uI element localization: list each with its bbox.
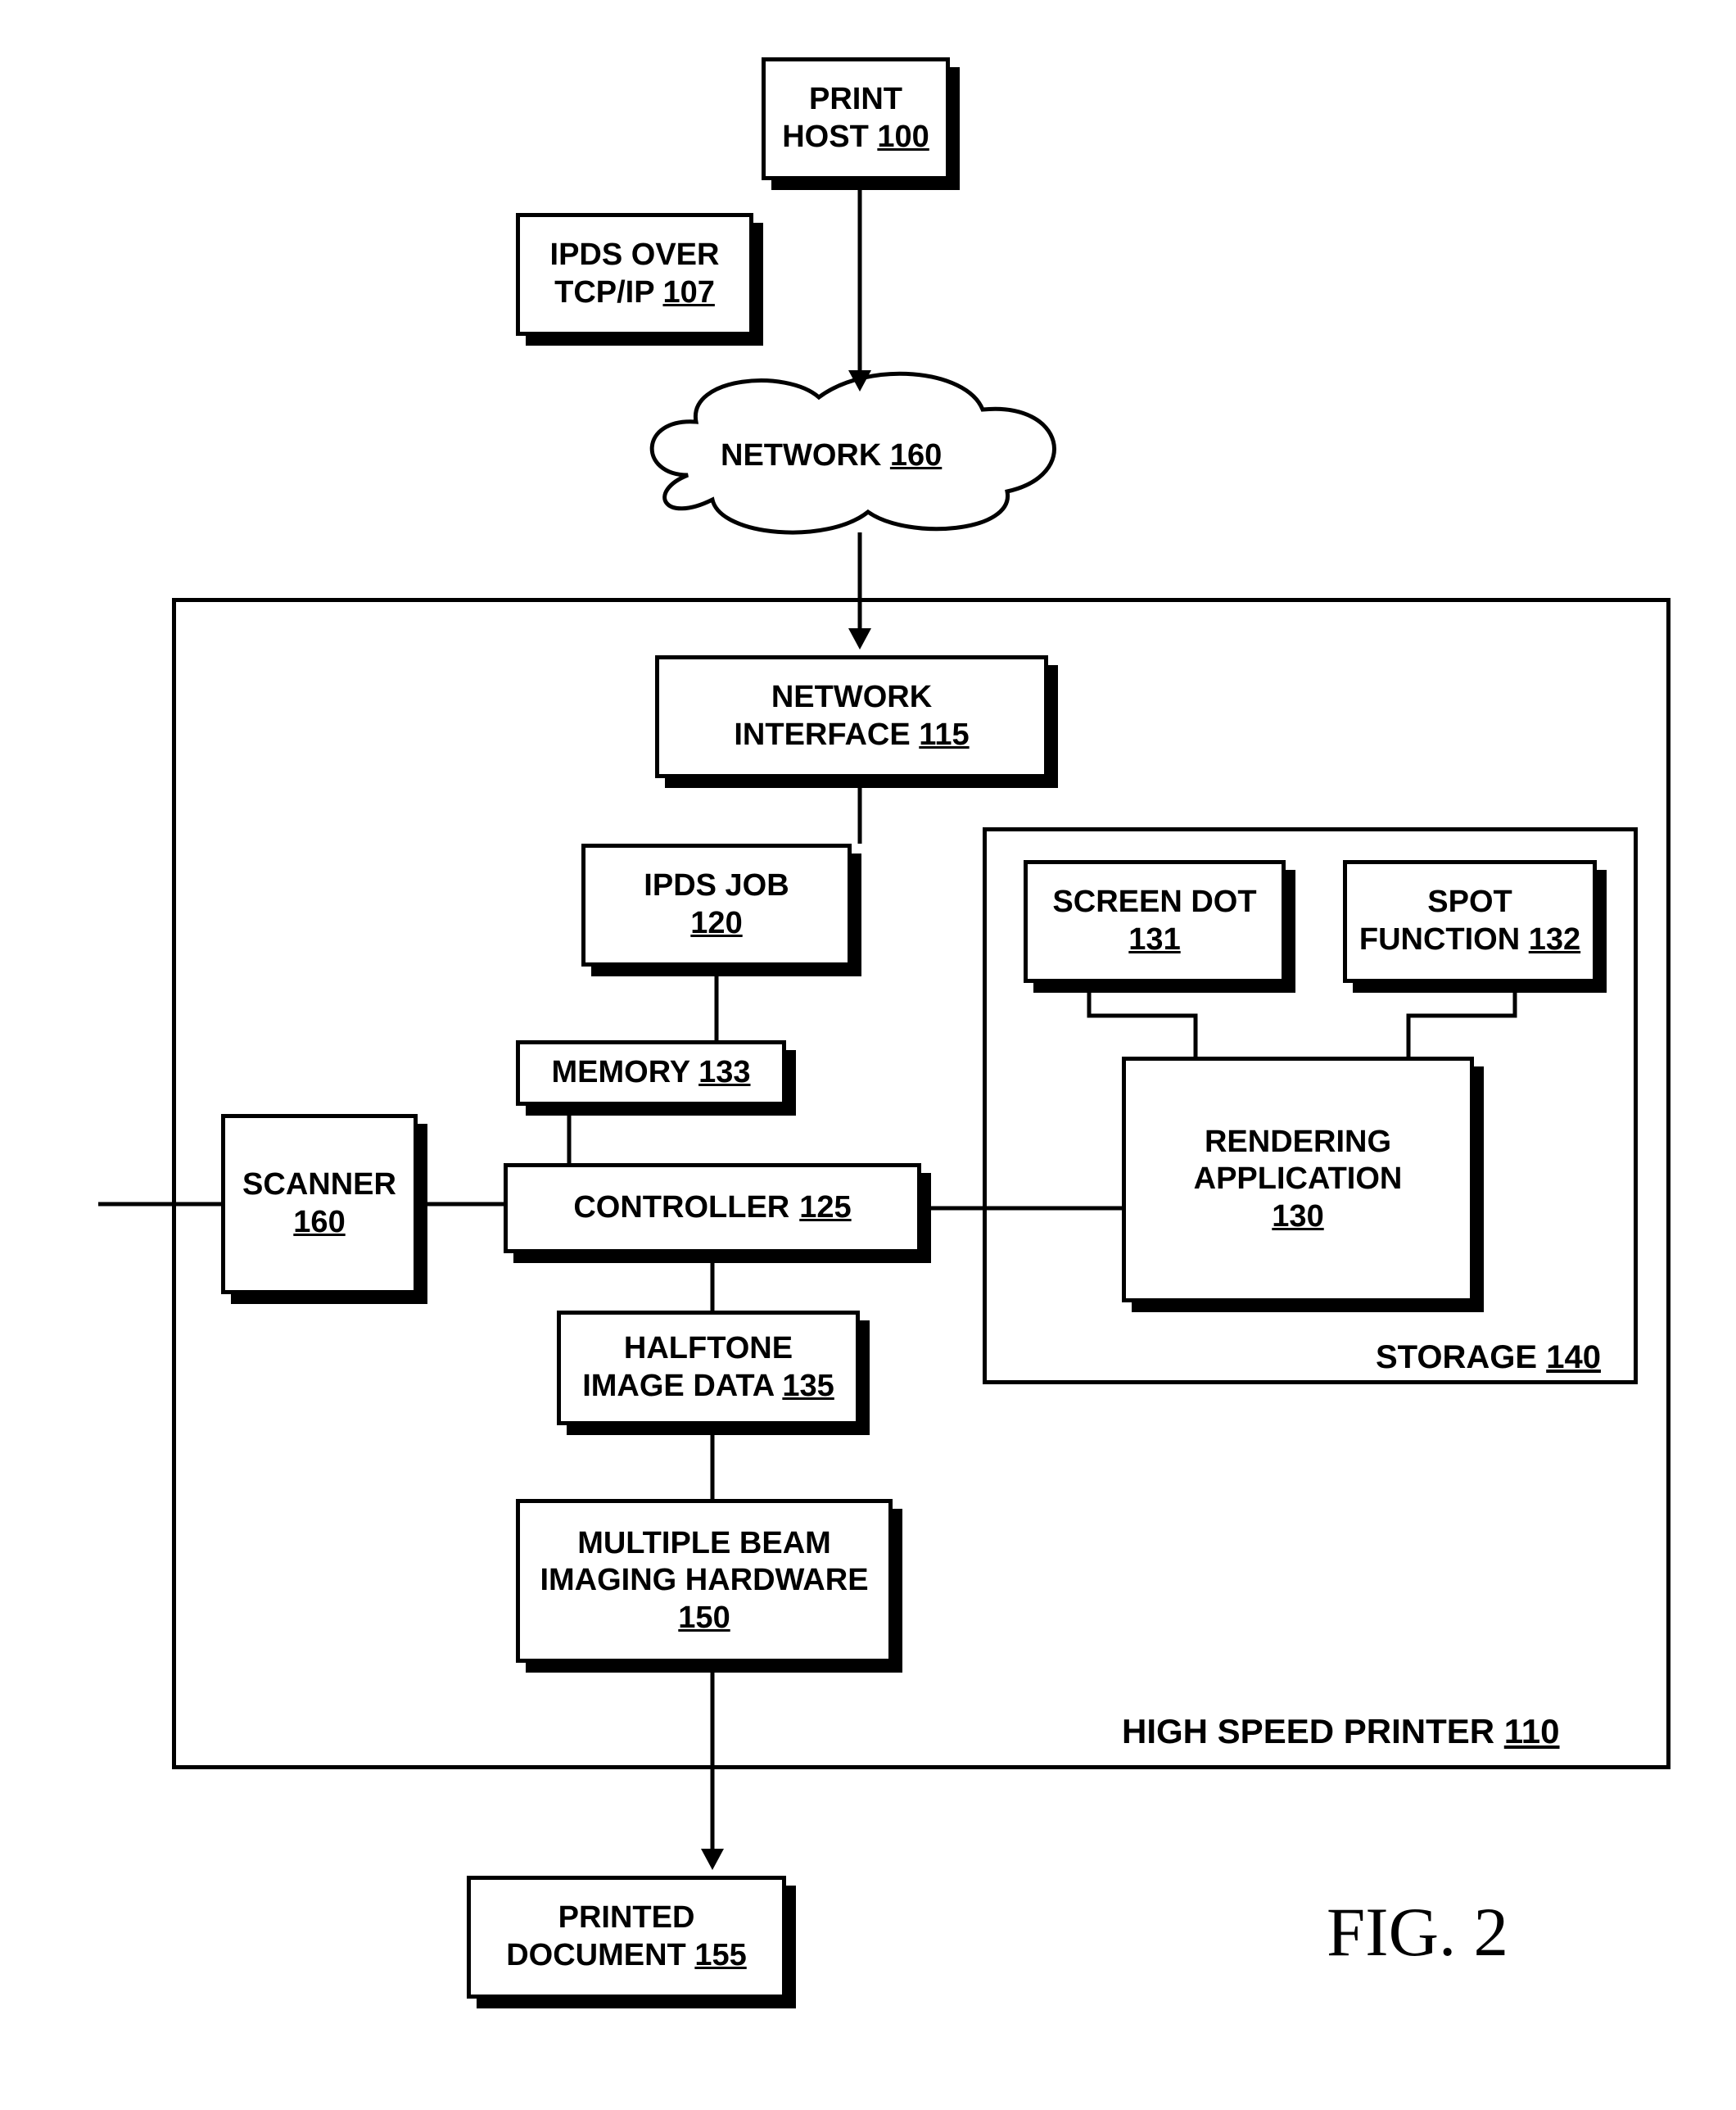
render-app-ref: 130 xyxy=(1272,1198,1323,1236)
net-if-box: NETWORK INTERFACE 115 xyxy=(655,655,1048,778)
controller-label: CONTROLLER xyxy=(573,1189,789,1227)
spot-fn-box: SPOT FUNCTION 132 xyxy=(1343,860,1597,983)
figure-label: FIG. 2 xyxy=(1327,1892,1508,1972)
print-host-label1: PRINT xyxy=(809,81,902,119)
ipds-job-box: IPDS JOB 120 xyxy=(581,844,852,967)
ipds-job-ref: 120 xyxy=(690,905,742,943)
render-app-label1: RENDERING xyxy=(1205,1124,1391,1161)
scanner-ref: 160 xyxy=(293,1204,345,1242)
mbi-label2: IMAGING HARDWARE xyxy=(540,1562,868,1600)
halftone-box: HALFTONE IMAGE DATA 135 xyxy=(557,1311,860,1425)
controller-box: CONTROLLER 125 xyxy=(504,1163,921,1253)
memory-label: MEMORY xyxy=(552,1054,691,1092)
screen-dot-ref: 131 xyxy=(1128,921,1180,959)
net-if-label1: NETWORK xyxy=(771,679,932,717)
mbi-ref: 150 xyxy=(678,1600,730,1637)
network-label: NETWORK 160 xyxy=(721,438,942,473)
halftone-label2: IMAGE DATA 135 xyxy=(582,1368,834,1406)
diagram-canvas: PRINT HOST 100 IPDS OVER TCP/IP 107 NETW… xyxy=(0,0,1736,2110)
memory-ref: 133 xyxy=(698,1054,750,1092)
ipds-tcpip-box: IPDS OVER TCP/IP 107 xyxy=(516,213,753,336)
controller-ref: 125 xyxy=(799,1189,851,1227)
scanner-box: SCANNER 160 xyxy=(221,1114,418,1294)
print-host-box: PRINT HOST 100 xyxy=(762,57,950,180)
screen-dot-label1: SCREEN DOT xyxy=(1052,884,1256,921)
printed-doc-label2: DOCUMENT 155 xyxy=(506,1937,747,1975)
ipds-job-label1: IPDS JOB xyxy=(644,867,789,905)
mbi-box: MULTIPLE BEAM IMAGING HARDWARE 150 xyxy=(516,1499,893,1663)
spot-fn-label2: FUNCTION 132 xyxy=(1359,921,1580,959)
printed-doc-box: PRINTED DOCUMENT 155 xyxy=(467,1876,786,1999)
storage-label: STORAGE 140 xyxy=(1376,1339,1601,1376)
render-app-box: RENDERING APPLICATION 130 xyxy=(1122,1057,1474,1302)
mbi-label1: MULTIPLE BEAM xyxy=(577,1525,831,1563)
printer-label: HIGH SPEED PRINTER 110 xyxy=(1122,1712,1560,1751)
net-if-label2: INTERFACE 115 xyxy=(734,717,969,754)
render-app-label2: APPLICATION xyxy=(1194,1161,1403,1198)
arrow-host-to-network xyxy=(852,180,876,393)
printed-doc-label1: PRINTED xyxy=(558,1899,695,1937)
halftone-label1: HALFTONE xyxy=(624,1330,793,1368)
print-host-label2: HOST 100 xyxy=(782,119,929,156)
memory-box: MEMORY 133 xyxy=(516,1040,786,1106)
ipds-tcpip-label2: TCP/IP 107 xyxy=(554,274,715,312)
ipds-tcpip-label1: IPDS OVER xyxy=(550,237,720,274)
screen-dot-box: SCREEN DOT 131 xyxy=(1024,860,1286,983)
spot-fn-label1: SPOT xyxy=(1427,884,1512,921)
scanner-label: SCANNER xyxy=(242,1166,396,1204)
